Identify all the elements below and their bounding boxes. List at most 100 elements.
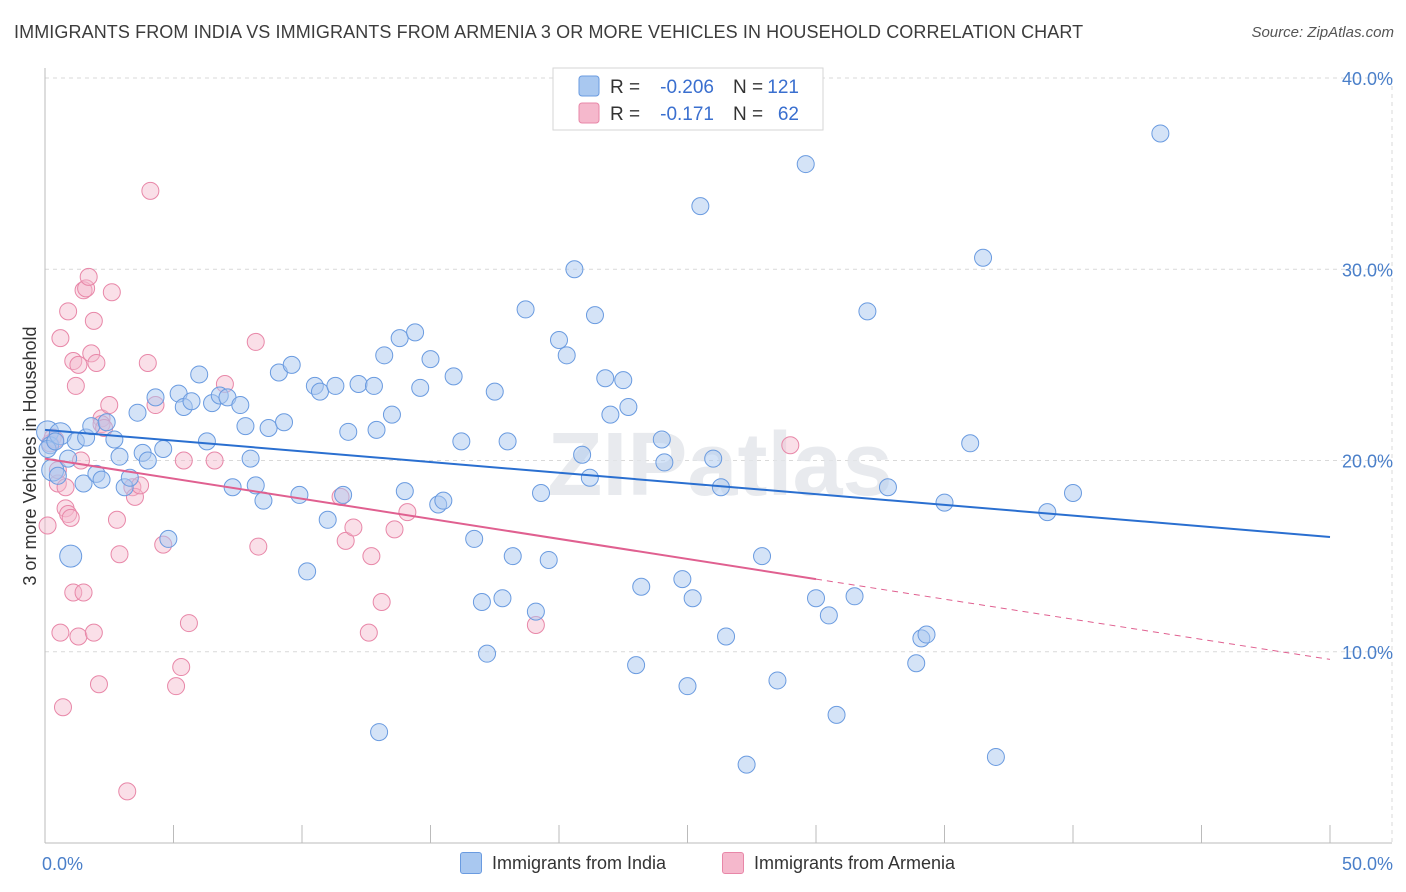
axes: 10.0% 20.0% 30.0% 40.0% 0.0% 50.0% [42, 68, 1393, 874]
armenia-point [167, 677, 186, 696]
india-point [434, 491, 453, 510]
armenia-point [77, 279, 96, 298]
x-tick-label: 50.0% [1342, 854, 1393, 874]
india-point [275, 413, 294, 432]
india-point [819, 606, 838, 625]
india-point [827, 705, 846, 724]
armenia-point [69, 355, 88, 374]
india-point [516, 300, 535, 319]
india-point [236, 417, 255, 436]
armenia-point [51, 623, 70, 642]
india-point [182, 392, 201, 411]
india-point [465, 529, 484, 548]
india-point [97, 413, 116, 432]
watermark: ZIPatlas [547, 415, 892, 515]
armenia-point [141, 181, 160, 200]
india-point [503, 547, 522, 566]
india-point [807, 589, 825, 608]
india-point [411, 378, 430, 397]
india-point [683, 589, 702, 608]
india-point [614, 371, 633, 390]
india-point [364, 376, 383, 395]
india-point [390, 329, 409, 348]
india-point [845, 587, 864, 606]
india-point [678, 677, 697, 696]
india-point [154, 440, 173, 459]
trend-lines [44, 428, 1331, 660]
legend-armenia-swatch [578, 102, 600, 124]
y-tick-label: 20.0% [1342, 452, 1393, 472]
india-trend-line [44, 428, 1331, 538]
india-point [334, 485, 353, 504]
armenia-point [249, 537, 268, 556]
india-point [768, 671, 787, 690]
india-point [550, 331, 568, 350]
armenia-point [336, 531, 355, 550]
india-point [935, 493, 954, 512]
armenia-point [344, 518, 363, 537]
armenia-point [385, 520, 404, 539]
india-point [485, 382, 504, 401]
armenia-point [246, 332, 265, 351]
india-point [596, 369, 615, 388]
armenia-point [100, 396, 119, 415]
armenia-point [59, 302, 78, 321]
armenia-point [205, 451, 224, 470]
india-point [310, 382, 329, 401]
legend-india-n-value: 121 [767, 77, 799, 98]
armenia-point [87, 353, 106, 372]
india-point [717, 627, 736, 646]
india-point [493, 589, 512, 608]
legend-india-swatch [578, 75, 600, 97]
india-swatch [460, 852, 482, 874]
armenia-point [107, 510, 126, 529]
armenia-point [179, 614, 198, 633]
legend-armenia-n-value: 62 [778, 104, 799, 125]
india-point [478, 644, 497, 663]
india-point [92, 470, 111, 489]
india-point [704, 449, 723, 468]
india-point [254, 491, 273, 510]
india-point [974, 248, 993, 267]
armenia-point [102, 283, 121, 302]
india-point [298, 562, 317, 581]
india-point [673, 570, 692, 589]
armenia-point [174, 451, 193, 470]
india-point [59, 449, 78, 468]
chart-source: Source: ZipAtlas.com [1251, 24, 1394, 41]
india-point [585, 306, 604, 325]
india-point [652, 430, 671, 449]
legend-armenia-r-value: -0.171 [660, 104, 714, 125]
armenia-trend-line [44, 457, 817, 581]
india-point [539, 550, 558, 569]
armenia-point [74, 583, 93, 602]
india-point [190, 365, 209, 384]
india-point [349, 375, 368, 393]
armenia-point [138, 353, 157, 372]
india-point [59, 544, 83, 568]
armenia-swatch [722, 852, 744, 874]
india-point [370, 723, 389, 742]
india-point [573, 445, 592, 464]
india-point [737, 755, 756, 774]
india-point [128, 403, 147, 422]
y-tick-label: 40.0% [1342, 69, 1393, 89]
legend-armenia-n-label: N = [733, 104, 763, 125]
bottom-legend-india: Immigrants from India [460, 852, 666, 874]
india-point [406, 323, 425, 342]
india-point [382, 405, 401, 424]
y-tick-label: 10.0% [1342, 643, 1393, 663]
armenia-point [66, 376, 85, 395]
armenia-point [51, 329, 70, 348]
india-point [691, 197, 710, 216]
armenia-point [781, 436, 800, 455]
india-point [421, 350, 440, 369]
armenia-point [64, 583, 83, 602]
india-point [326, 376, 345, 395]
india-point [290, 485, 309, 504]
armenia-point [69, 627, 88, 646]
india-point [619, 397, 638, 416]
armenia-trend-extension [815, 578, 1331, 660]
x-tick-label: 0.0% [42, 854, 83, 874]
